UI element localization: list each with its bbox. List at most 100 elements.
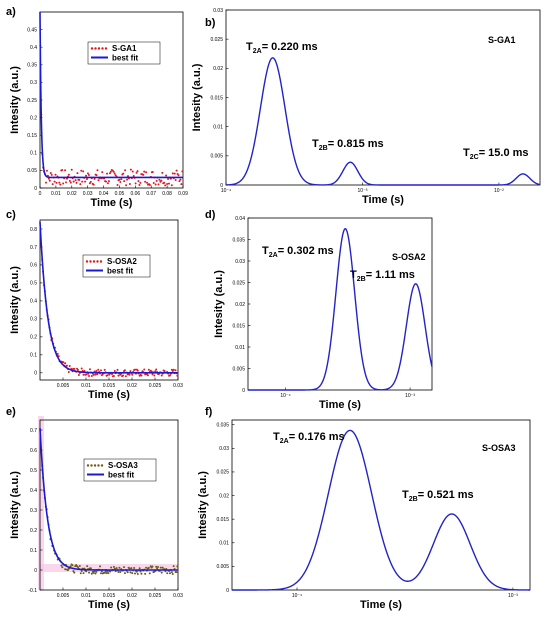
data-point	[143, 368, 146, 371]
data-point	[94, 572, 97, 575]
y-tick-label: 0.03	[213, 8, 223, 14]
data-point	[95, 570, 98, 573]
data-point	[136, 369, 139, 372]
data-point	[129, 370, 132, 373]
y-tick-label: 0.005	[210, 154, 223, 160]
y-tick-label: 0.25	[27, 98, 37, 104]
y-tick-label: 0.01	[235, 345, 245, 351]
x-tick-label: 0.01	[81, 383, 91, 389]
sample-label: S-OSA2	[392, 252, 426, 262]
data-point	[105, 572, 108, 575]
data-point	[85, 174, 88, 177]
data-point	[105, 180, 108, 183]
legend-label: best fit	[112, 54, 139, 63]
data-point	[85, 177, 88, 180]
data-point	[151, 171, 154, 174]
data-point	[163, 181, 166, 184]
data-point	[92, 373, 95, 376]
peak-label: T2B= 1.11 ms	[350, 269, 415, 283]
data-point	[146, 374, 149, 377]
x-tick-label: 10⁻⁴	[280, 393, 290, 399]
legend-marker	[96, 260, 99, 263]
data-point	[72, 570, 75, 573]
data-point	[124, 375, 127, 378]
data-point	[167, 182, 170, 185]
data-point	[58, 181, 61, 184]
legend-label: best fit	[108, 471, 135, 480]
data-point	[117, 570, 120, 573]
data-point	[95, 369, 98, 372]
y-tick-label: 0.025	[210, 37, 223, 43]
data-point	[142, 173, 145, 176]
legend-marker	[100, 464, 104, 467]
data-point	[68, 179, 71, 182]
data-point	[70, 168, 73, 171]
y-axis-label: Intesity (a.u.)	[9, 66, 21, 134]
data-point	[140, 572, 143, 575]
data-point	[76, 566, 79, 569]
y-tick-label: 0.03	[219, 446, 229, 452]
y-tick-label: 0	[242, 388, 245, 394]
x-axis-label: Time (s)	[88, 389, 130, 401]
y-tick-label: 0.1	[30, 548, 37, 554]
y-tick-label: 0.035	[232, 237, 245, 243]
data-point	[90, 572, 93, 575]
data-point	[167, 177, 170, 180]
distribution-line	[232, 429, 530, 591]
data-point	[93, 177, 96, 180]
data-point	[62, 182, 65, 185]
y-tick-label: 0	[34, 186, 37, 192]
y-tick-label: 0	[220, 183, 223, 189]
fit-line	[39, 221, 178, 374]
data-point	[159, 566, 162, 569]
data-point	[116, 183, 119, 186]
data-point	[119, 180, 122, 183]
legend-marker	[90, 464, 93, 467]
data-point	[101, 171, 104, 174]
data-point	[123, 572, 126, 575]
data-point	[74, 179, 77, 182]
distribution-line	[225, 57, 541, 186]
data-point	[131, 572, 134, 575]
x-axis-label: Time (s)	[362, 194, 404, 206]
data-point	[67, 173, 70, 176]
data-point	[168, 572, 171, 575]
data-point	[153, 374, 156, 377]
data-point	[161, 171, 164, 174]
sample-label: S-OSA3	[482, 443, 516, 453]
data-point	[85, 373, 88, 376]
data-point	[117, 374, 120, 377]
data-point	[113, 172, 116, 175]
data-point	[155, 368, 158, 371]
data-point	[64, 169, 67, 172]
data-point	[118, 178, 121, 181]
data-point	[126, 175, 129, 178]
data-point	[87, 174, 90, 177]
data-point	[134, 368, 137, 371]
data-point	[130, 567, 133, 570]
x-axis-label: Time (s)	[360, 599, 402, 611]
peak-label: T2B= 0.521 ms	[402, 489, 474, 503]
data-point	[80, 570, 83, 573]
data-point	[103, 368, 106, 371]
data-point	[113, 370, 116, 373]
x-tick-label: 0.005	[57, 383, 70, 389]
data-point	[155, 179, 158, 182]
peak-label: T2A= 0.302 ms	[262, 245, 334, 259]
data-point	[61, 168, 64, 171]
data-point	[86, 172, 89, 175]
data-point	[157, 566, 160, 569]
legend-marker	[104, 47, 108, 50]
data-point	[69, 181, 72, 184]
x-tick-label: 0.09	[178, 191, 188, 197]
plot-frame	[39, 11, 184, 189]
x-tick-label: 0.03	[173, 383, 183, 389]
x-tick-label: 0.03	[83, 191, 93, 197]
panel-label-a: a)	[6, 6, 16, 18]
data-point	[88, 571, 91, 574]
data-point	[106, 570, 109, 573]
x-axis-label: Time (s)	[319, 399, 361, 411]
data-point	[55, 181, 58, 184]
x-tick-label: 0.005	[57, 593, 70, 599]
